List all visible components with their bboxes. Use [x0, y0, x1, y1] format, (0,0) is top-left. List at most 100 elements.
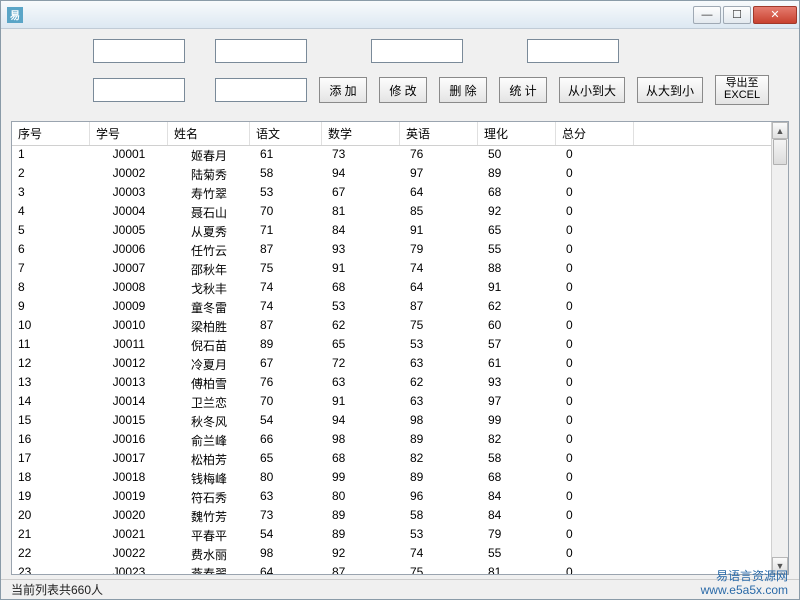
cell-english: 58	[400, 507, 478, 526]
cell-english: 87	[400, 298, 478, 317]
cell-seq: 1	[12, 146, 90, 165]
sort-asc-button[interactable]: 从小到大	[559, 77, 625, 103]
table-row[interactable]: 6J0006任竹云879379550	[12, 241, 788, 260]
cell-english: 91	[400, 222, 478, 241]
scroll-thumb[interactable]	[773, 139, 787, 165]
cell-chinese: 66	[250, 431, 322, 450]
table-row[interactable]: 1J0001姬春月617376500	[12, 146, 788, 165]
input-2[interactable]	[215, 39, 307, 63]
export-excel-button[interactable]: 导出至 EXCEL	[715, 75, 769, 105]
add-button[interactable]: 添 加	[319, 77, 367, 103]
cell-name: 傅柏雪	[168, 374, 250, 393]
table-row[interactable]: 16J0016俞兰峰669889820	[12, 431, 788, 450]
vertical-scrollbar[interactable]: ▲ ▼	[771, 122, 788, 574]
cell-name: 燕春翠	[168, 564, 250, 574]
cell-chinese: 73	[250, 507, 322, 526]
cell-math: 91	[322, 393, 400, 412]
input-3[interactable]	[371, 39, 463, 63]
maximize-button[interactable]: ☐	[723, 6, 751, 24]
scroll-up-icon[interactable]: ▲	[772, 122, 788, 139]
scroll-track[interactable]	[772, 139, 788, 557]
table-row[interactable]: 18J0018钱梅峰809989680	[12, 469, 788, 488]
cell-english: 63	[400, 393, 478, 412]
cell-english: 53	[400, 336, 478, 355]
cell-science: 91	[478, 279, 556, 298]
cell-id: J0022	[90, 545, 168, 564]
table-row[interactable]: 4J0004聂石山708185920	[12, 203, 788, 222]
col-english[interactable]: 英语	[400, 122, 478, 145]
cell-english: 82	[400, 450, 478, 469]
table-row[interactable]: 19J0019符石秀638096840	[12, 488, 788, 507]
cell-name: 倪石苗	[168, 336, 250, 355]
cell-total: 0	[556, 507, 634, 526]
cell-name: 魏竹芳	[168, 507, 250, 526]
cell-name: 符石秀	[168, 488, 250, 507]
table-row[interactable]: 9J0009童冬雷745387620	[12, 298, 788, 317]
cell-science: 55	[478, 545, 556, 564]
table-row[interactable]: 7J0007邵秋年759174880	[12, 260, 788, 279]
edit-button[interactable]: 修 改	[379, 77, 427, 103]
col-total[interactable]: 总分	[556, 122, 634, 145]
cell-total: 0	[556, 279, 634, 298]
table-row[interactable]: 17J0017松柏芳656882580	[12, 450, 788, 469]
cell-total: 0	[556, 298, 634, 317]
cell-id: J0008	[90, 279, 168, 298]
cell-total: 0	[556, 317, 634, 336]
cell-math: 92	[322, 545, 400, 564]
cell-name: 邵秋年	[168, 260, 250, 279]
table-row[interactable]: 15J0015秋冬风549498990	[12, 412, 788, 431]
cell-name: 姬春月	[168, 146, 250, 165]
cell-name: 钱梅峰	[168, 469, 250, 488]
titlebar: 易 — ☐ ✕	[1, 1, 799, 29]
col-science[interactable]: 理化	[478, 122, 556, 145]
cell-math: 93	[322, 241, 400, 260]
input-5[interactable]	[93, 78, 185, 102]
cell-science: 55	[478, 241, 556, 260]
cell-total: 0	[556, 545, 634, 564]
cell-name: 卫兰恋	[168, 393, 250, 412]
table-row[interactable]: 14J0014卫兰恋709163970	[12, 393, 788, 412]
table-row[interactable]: 13J0013傅柏雪766362930	[12, 374, 788, 393]
table-row[interactable]: 5J0005从夏秀718491650	[12, 222, 788, 241]
stat-button[interactable]: 统 计	[499, 77, 547, 103]
input-4[interactable]	[527, 39, 619, 63]
table-row[interactable]: 2J0002陆菊秀589497890	[12, 165, 788, 184]
cell-math: 68	[322, 279, 400, 298]
cell-english: 74	[400, 545, 478, 564]
cell-total: 0	[556, 222, 634, 241]
scroll-down-icon[interactable]: ▼	[772, 557, 788, 574]
table-row[interactable]: 12J0012冷夏月677263610	[12, 355, 788, 374]
cell-chinese: 65	[250, 450, 322, 469]
input-1[interactable]	[93, 39, 185, 63]
col-name[interactable]: 姓名	[168, 122, 250, 145]
close-button[interactable]: ✕	[753, 6, 797, 24]
cell-english: 85	[400, 203, 478, 222]
table-row[interactable]: 10J0010梁柏胜876275600	[12, 317, 788, 336]
table-row[interactable]: 21J0021平春平548953790	[12, 526, 788, 545]
cell-science: 65	[478, 222, 556, 241]
col-chinese[interactable]: 语文	[250, 122, 322, 145]
cell-name: 童冬雷	[168, 298, 250, 317]
table-row[interactable]: 22J0022费水丽989274550	[12, 545, 788, 564]
table-row[interactable]: 3J0003寿竹翠536764680	[12, 184, 788, 203]
cell-math: 94	[322, 412, 400, 431]
cell-english: 97	[400, 165, 478, 184]
input-6[interactable]	[215, 78, 307, 102]
sort-desc-button[interactable]: 从大到小	[637, 77, 703, 103]
table-row[interactable]: 11J0011倪石苗896553570	[12, 336, 788, 355]
table-row[interactable]: 23J0023燕春翠648775810	[12, 564, 788, 574]
cell-chinese: 74	[250, 279, 322, 298]
col-math[interactable]: 数学	[322, 122, 400, 145]
cell-id: J0023	[90, 564, 168, 574]
delete-button[interactable]: 删 除	[439, 77, 487, 103]
cell-name: 梁柏胜	[168, 317, 250, 336]
minimize-button[interactable]: —	[693, 6, 721, 24]
cell-name: 平春平	[168, 526, 250, 545]
cell-name: 聂石山	[168, 203, 250, 222]
table-row[interactable]: 8J0008戈秋丰746864910	[12, 279, 788, 298]
col-id[interactable]: 学号	[90, 122, 168, 145]
table-row[interactable]: 20J0020魏竹芳738958840	[12, 507, 788, 526]
cell-seq: 19	[12, 488, 90, 507]
cell-science: 68	[478, 469, 556, 488]
col-seq[interactable]: 序号	[12, 122, 90, 145]
